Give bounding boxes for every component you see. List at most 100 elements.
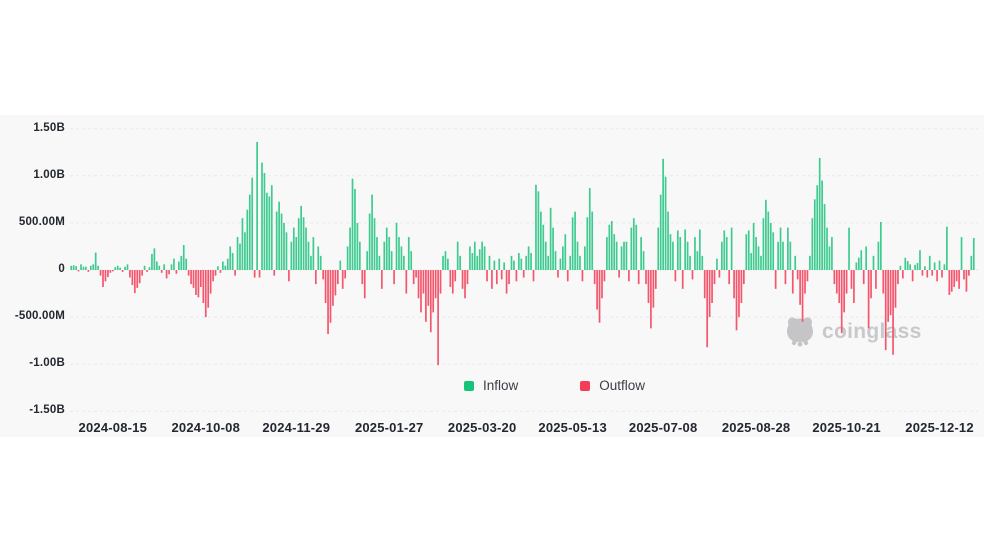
- bar-inflow[interactable]: [970, 255, 973, 270]
- bar-outflow[interactable]: [674, 270, 677, 282]
- bar-inflow[interactable]: [960, 237, 963, 270]
- bar-inflow[interactable]: [119, 267, 121, 270]
- bar-outflow[interactable]: [950, 270, 953, 292]
- bar-outflow[interactable]: [121, 270, 124, 272]
- bar-outflow[interactable]: [654, 270, 657, 289]
- bar-outflow[interactable]: [87, 270, 90, 272]
- bar-inflow[interactable]: [471, 253, 474, 270]
- bar-inflow[interactable]: [407, 237, 410, 270]
- bar-inflow[interactable]: [916, 262, 919, 271]
- bar-inflow[interactable]: [689, 255, 691, 270]
- bar-inflow[interactable]: [358, 241, 361, 270]
- bar-outflow[interactable]: [314, 270, 317, 285]
- bar-outflow[interactable]: [500, 270, 503, 280]
- bar-inflow[interactable]: [270, 185, 273, 270]
- bar-inflow[interactable]: [877, 241, 880, 270]
- bar-outflow[interactable]: [138, 270, 141, 284]
- bar-inflow[interactable]: [554, 251, 557, 270]
- bar-outflow[interactable]: [464, 270, 466, 299]
- bar-inflow[interactable]: [371, 194, 373, 270]
- bar-inflow[interactable]: [787, 227, 789, 270]
- bar-inflow[interactable]: [376, 237, 378, 270]
- bar-inflow[interactable]: [762, 218, 765, 270]
- bar-outflow[interactable]: [691, 270, 694, 280]
- bar-inflow[interactable]: [346, 246, 349, 270]
- bar-outflow[interactable]: [840, 270, 843, 334]
- bar-inflow[interactable]: [782, 241, 784, 270]
- bar-inflow[interactable]: [608, 224, 611, 270]
- bar-outflow[interactable]: [728, 270, 731, 285]
- bar-inflow[interactable]: [354, 188, 356, 270]
- bar-inflow[interactable]: [630, 227, 633, 270]
- bar-inflow[interactable]: [576, 241, 579, 270]
- bar-inflow[interactable]: [513, 260, 515, 270]
- bar-inflow[interactable]: [339, 260, 342, 270]
- bar-outflow[interactable]: [432, 270, 435, 313]
- bar-outflow[interactable]: [740, 270, 743, 303]
- bar-outflow[interactable]: [131, 270, 134, 286]
- bar-outflow[interactable]: [109, 270, 112, 273]
- bar-outflow[interactable]: [931, 270, 934, 276]
- bar-inflow[interactable]: [456, 241, 459, 270]
- bar-outflow[interactable]: [508, 270, 510, 285]
- bar-outflow[interactable]: [415, 270, 417, 278]
- bar-inflow[interactable]: [116, 265, 119, 270]
- bar-inflow[interactable]: [848, 227, 850, 270]
- bar-inflow[interactable]: [821, 180, 823, 270]
- bar-inflow[interactable]: [447, 258, 449, 270]
- bar-inflow[interactable]: [268, 196, 271, 270]
- bar-outflow[interactable]: [253, 270, 256, 278]
- bar-inflow[interactable]: [517, 253, 520, 270]
- bar-inflow[interactable]: [70, 265, 73, 270]
- bar-outflow[interactable]: [681, 270, 684, 289]
- bar-outflow[interactable]: [796, 270, 799, 280]
- bar-outflow[interactable]: [219, 270, 222, 273]
- bar-outflow[interactable]: [212, 270, 214, 282]
- bar-inflow[interactable]: [378, 255, 381, 270]
- bar-outflow[interactable]: [209, 270, 212, 294]
- bar-inflow[interactable]: [148, 267, 151, 270]
- bar-inflow[interactable]: [476, 255, 479, 270]
- bar-inflow[interactable]: [904, 257, 907, 270]
- bar-inflow[interactable]: [723, 230, 726, 270]
- bar-inflow[interactable]: [747, 230, 750, 270]
- bar-outflow[interactable]: [136, 270, 139, 288]
- bar-inflow[interactable]: [537, 191, 540, 270]
- bar-inflow[interactable]: [794, 255, 797, 270]
- bar-outflow[interactable]: [344, 270, 347, 279]
- bar-outflow[interactable]: [850, 270, 853, 289]
- bar-outflow[interactable]: [628, 270, 630, 282]
- bar-inflow[interactable]: [579, 255, 581, 270]
- bar-inflow[interactable]: [667, 211, 669, 270]
- bar-inflow[interactable]: [818, 157, 821, 270]
- bar-inflow[interactable]: [924, 266, 926, 270]
- bar-outflow[interactable]: [889, 270, 892, 316]
- bar-outflow[interactable]: [603, 270, 606, 282]
- bar-inflow[interactable]: [569, 255, 572, 270]
- bar-inflow[interactable]: [126, 264, 129, 270]
- bar-outflow[interactable]: [941, 270, 943, 278]
- bar-outflow[interactable]: [146, 270, 148, 272]
- bar-inflow[interactable]: [231, 253, 234, 270]
- bar-outflow[interactable]: [711, 270, 713, 303]
- bar-inflow[interactable]: [185, 258, 188, 270]
- bar-inflow[interactable]: [914, 264, 916, 270]
- legend-item-outflow[interactable]: Outflow: [580, 378, 645, 393]
- bar-outflow[interactable]: [652, 270, 655, 308]
- bar-inflow[interactable]: [182, 245, 185, 270]
- bar-inflow[interactable]: [239, 243, 241, 270]
- legend-item-inflow[interactable]: Inflow: [464, 378, 518, 393]
- bar-inflow[interactable]: [769, 222, 772, 270]
- bar-outflow[interactable]: [718, 270, 721, 278]
- bar-inflow[interactable]: [368, 213, 371, 270]
- bar-inflow[interactable]: [696, 251, 699, 270]
- bar-inflow[interactable]: [539, 211, 542, 270]
- bar-inflow[interactable]: [527, 246, 530, 270]
- bar-outflow[interactable]: [417, 270, 420, 299]
- bar-inflow[interactable]: [251, 177, 254, 270]
- bar-inflow[interactable]: [659, 194, 662, 270]
- bar-inflow[interactable]: [403, 255, 405, 270]
- bar-inflow[interactable]: [278, 201, 280, 270]
- bar-inflow[interactable]: [632, 218, 635, 270]
- bar-inflow[interactable]: [586, 217, 589, 270]
